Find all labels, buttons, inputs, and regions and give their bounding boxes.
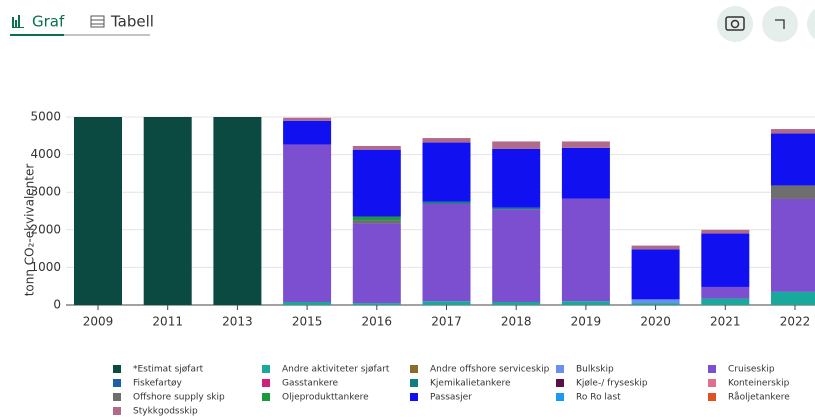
- y-tick-label: 2000: [30, 222, 61, 236]
- bar-segment: [352, 223, 401, 304]
- bar-segment: [352, 303, 401, 305]
- menu-button[interactable]: [807, 6, 815, 42]
- legend-label: Gasstankere: [282, 379, 339, 389]
- bar-segment: [701, 298, 750, 305]
- bar-segment: [701, 286, 750, 299]
- tab-graf[interactable]: Graf: [12, 13, 65, 31]
- legend-swatch: [113, 365, 121, 373]
- bar-segment: [631, 299, 680, 304]
- bar-segment: [352, 220, 401, 224]
- bar-segment: [143, 117, 192, 305]
- bar-segment: [701, 233, 750, 287]
- x-tick-label: 2017: [431, 315, 462, 329]
- y-axis-title: tonn CO₂-ekvivalenter: [23, 164, 37, 297]
- tab-label: Graf: [32, 13, 65, 31]
- bar-segment: [631, 249, 680, 300]
- bar-segment: [492, 148, 541, 208]
- bar-segment: [701, 229, 750, 234]
- legend-label: Oljeprodukttankere: [282, 393, 369, 403]
- legend-swatch: [410, 379, 418, 387]
- legend-label: Offshore supply skip: [133, 393, 225, 403]
- legend-label: Konteinerskip: [728, 379, 790, 389]
- x-tick-label: 2013: [222, 315, 253, 329]
- bar-segment: [561, 301, 610, 305]
- bar-segment: [492, 207, 541, 210]
- legend-label: Råoljetankere: [728, 392, 790, 403]
- bar-segment: [422, 203, 471, 302]
- bar-segment: [283, 301, 332, 305]
- legend-swatch: [113, 379, 121, 387]
- bar-segment: [283, 144, 332, 302]
- x-tick-label: 2022: [780, 315, 811, 329]
- legend-label: Bulkskip: [576, 365, 614, 375]
- bar-segment: [352, 216, 401, 221]
- legend-swatch: [556, 379, 564, 387]
- bar-segment: [771, 198, 815, 292]
- legend-swatch: [262, 365, 270, 373]
- legend-label: Passasjer: [430, 393, 472, 403]
- bar-segment: [352, 149, 401, 217]
- legend-swatch: [262, 393, 270, 401]
- bar-segment: [771, 291, 815, 305]
- bar-segment: [561, 147, 610, 199]
- y-tick-label: 4000: [30, 147, 61, 161]
- x-tick-label: 2015: [292, 315, 323, 329]
- bar-segment: [422, 138, 471, 143]
- legend-swatch: [262, 379, 270, 387]
- bar-segment: [492, 301, 541, 305]
- x-tick-label: 2011: [152, 315, 183, 329]
- legend-swatch: [113, 393, 121, 401]
- bar-segment: [631, 303, 680, 305]
- y-tick-label: 1000: [30, 260, 61, 274]
- bar-segment: [771, 185, 815, 199]
- bar-segment: [771, 129, 815, 134]
- legend-label: Fiskefartøy: [133, 379, 183, 389]
- bar-segment: [352, 145, 401, 150]
- x-tick-label: 2016: [362, 315, 393, 329]
- bar-segment: [631, 245, 680, 250]
- legend-swatch: [708, 393, 716, 401]
- tab-label: Tabell: [110, 13, 154, 31]
- bar-segment: [213, 117, 262, 305]
- legend-swatch: [113, 407, 121, 415]
- x-tick-label: 2018: [501, 315, 532, 329]
- legend-swatch: [556, 365, 564, 373]
- bar-segment: [283, 117, 332, 121]
- bar-segment: [561, 198, 610, 302]
- legend-swatch: [708, 365, 716, 373]
- y-tick-label: 5000: [30, 110, 61, 124]
- legend-label: Ro Ro last: [576, 393, 621, 403]
- y-tick-label: 0: [53, 298, 61, 312]
- bar-segment: [492, 209, 541, 302]
- x-tick-label: 2021: [710, 315, 741, 329]
- legend-label: Kjemikalietankere: [430, 379, 511, 389]
- bar-segment: [422, 301, 471, 305]
- legend-label: Kjøle-/ fryseskip: [576, 379, 648, 389]
- tab-tabell[interactable]: Tabell: [90, 13, 154, 31]
- legend-swatch: [410, 365, 418, 373]
- bar-segment: [771, 133, 815, 186]
- legend-label: Stykkgodsskip: [133, 407, 198, 417]
- legend-label: *Estimat sjøfart: [133, 365, 204, 375]
- expand-button[interactable]: [762, 6, 798, 42]
- y-tick-label: 3000: [30, 185, 61, 199]
- bar-segment: [422, 201, 471, 204]
- bar-segment: [492, 141, 541, 149]
- bar-segment: [561, 141, 610, 148]
- legend-label: Andre offshore serviceskip: [430, 365, 550, 375]
- legend-swatch: [556, 393, 564, 401]
- legend-label: Andre aktiviteter sjøfart: [282, 365, 390, 375]
- bar-segment: [74, 117, 122, 305]
- bar-segment: [422, 142, 471, 202]
- legend-label: Cruiseskip: [728, 365, 775, 375]
- legend-swatch: [410, 393, 418, 401]
- camera-button[interactable]: [717, 6, 753, 42]
- bar-segment: [283, 120, 332, 145]
- x-tick-label: 2019: [571, 315, 602, 329]
- x-tick-label: 2009: [83, 315, 114, 329]
- x-tick-label: 2020: [640, 315, 671, 329]
- legend-swatch: [708, 379, 716, 387]
